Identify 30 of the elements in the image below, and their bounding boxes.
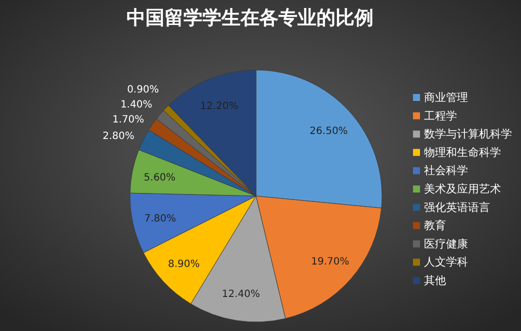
data-label: 12.40% [222, 289, 260, 300]
legend-item: 社会科学 [413, 164, 468, 178]
data-label: 19.70% [311, 256, 350, 268]
data-label: 8.90% [168, 258, 200, 270]
data-label: 0.90% [127, 84, 159, 96]
chart-title: 中国留学学生在各专业的比例 [126, 7, 374, 29]
legend-item: 美术及应用艺术 [413, 182, 501, 196]
legend-label: 工程学 [424, 109, 457, 122]
legend-label: 社会科学 [424, 164, 468, 178]
legend-label: 医疗健康 [424, 237, 468, 250]
legend-label: 人文学科 [424, 256, 468, 269]
data-label: 12.20% [200, 100, 238, 112]
legend-item: 其他 [413, 274, 446, 287]
data-label: 26.50% [310, 126, 348, 137]
data-label: 7.80% [144, 214, 176, 225]
legend-label: 教育 [424, 219, 446, 232]
legend-item: 商业管理 [413, 91, 468, 104]
legend-item: 强化英语语言 [413, 200, 490, 214]
slice-label: 商业管理 [424, 91, 468, 104]
legend-item: 人文学科 [413, 256, 468, 269]
legend-label: 其他 [424, 274, 446, 287]
data-label: 1.70% [112, 114, 144, 126]
data-label: 5.60% [144, 172, 176, 184]
legend-item: 教育 [413, 219, 446, 232]
legend-item: 工程学 [413, 109, 457, 122]
legend-item: 数学与计算机科学 [413, 128, 512, 141]
legend-item: 医疗健康 [413, 237, 468, 250]
legend-item: 物理和生命科学 [413, 146, 501, 159]
data-label: 2.80% [102, 131, 134, 142]
data-label: 1.40% [120, 100, 152, 111]
